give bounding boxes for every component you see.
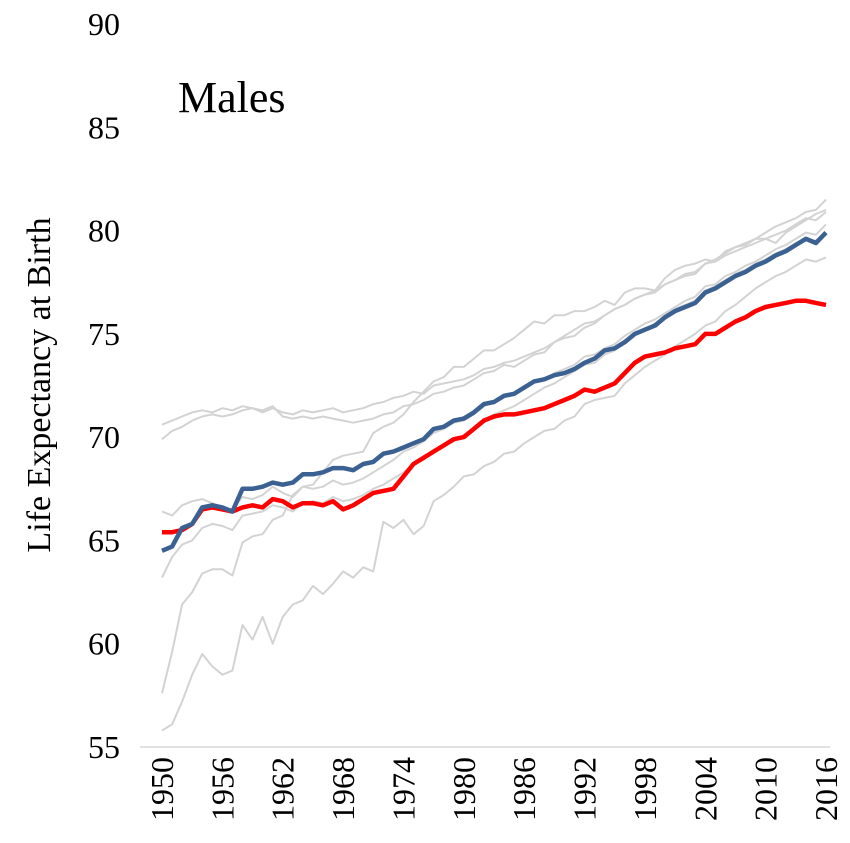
- y-tick-label: 85: [88, 109, 120, 145]
- y-tick-label: 65: [88, 522, 120, 558]
- x-tick-label: 1974: [385, 757, 421, 821]
- x-tick-label: 1956: [204, 757, 240, 821]
- x-tick-label: 1950: [144, 757, 180, 821]
- chart-title: Males: [178, 73, 286, 122]
- y-tick-label: 90: [88, 6, 120, 42]
- x-tick-label: 1992: [567, 757, 603, 821]
- x-tick-label: 2016: [808, 757, 844, 821]
- y-tick-label: 60: [88, 626, 120, 662]
- x-tick-label: 1998: [627, 757, 663, 821]
- series-line: [161, 198, 827, 426]
- x-tick-label: 2004: [687, 757, 723, 821]
- series-line: [161, 208, 827, 694]
- y-tick-label: 80: [88, 213, 120, 249]
- y-tick-label: 75: [88, 316, 120, 352]
- series-line: [161, 231, 827, 579]
- series-line: [161, 256, 827, 732]
- y-tick-label: 70: [88, 419, 120, 455]
- x-tick-label: 1986: [506, 757, 542, 821]
- y-axis-label: Life Expectancy at Birth: [21, 217, 58, 552]
- x-tick-label: 1980: [446, 757, 482, 821]
- series-line: [162, 298, 827, 535]
- x-tick-label: 2010: [748, 757, 784, 821]
- x-tick-label: 1962: [265, 757, 301, 821]
- x-tick-label: 1968: [325, 757, 361, 821]
- series-line: [161, 231, 828, 553]
- y-tick-label: 55: [88, 729, 120, 765]
